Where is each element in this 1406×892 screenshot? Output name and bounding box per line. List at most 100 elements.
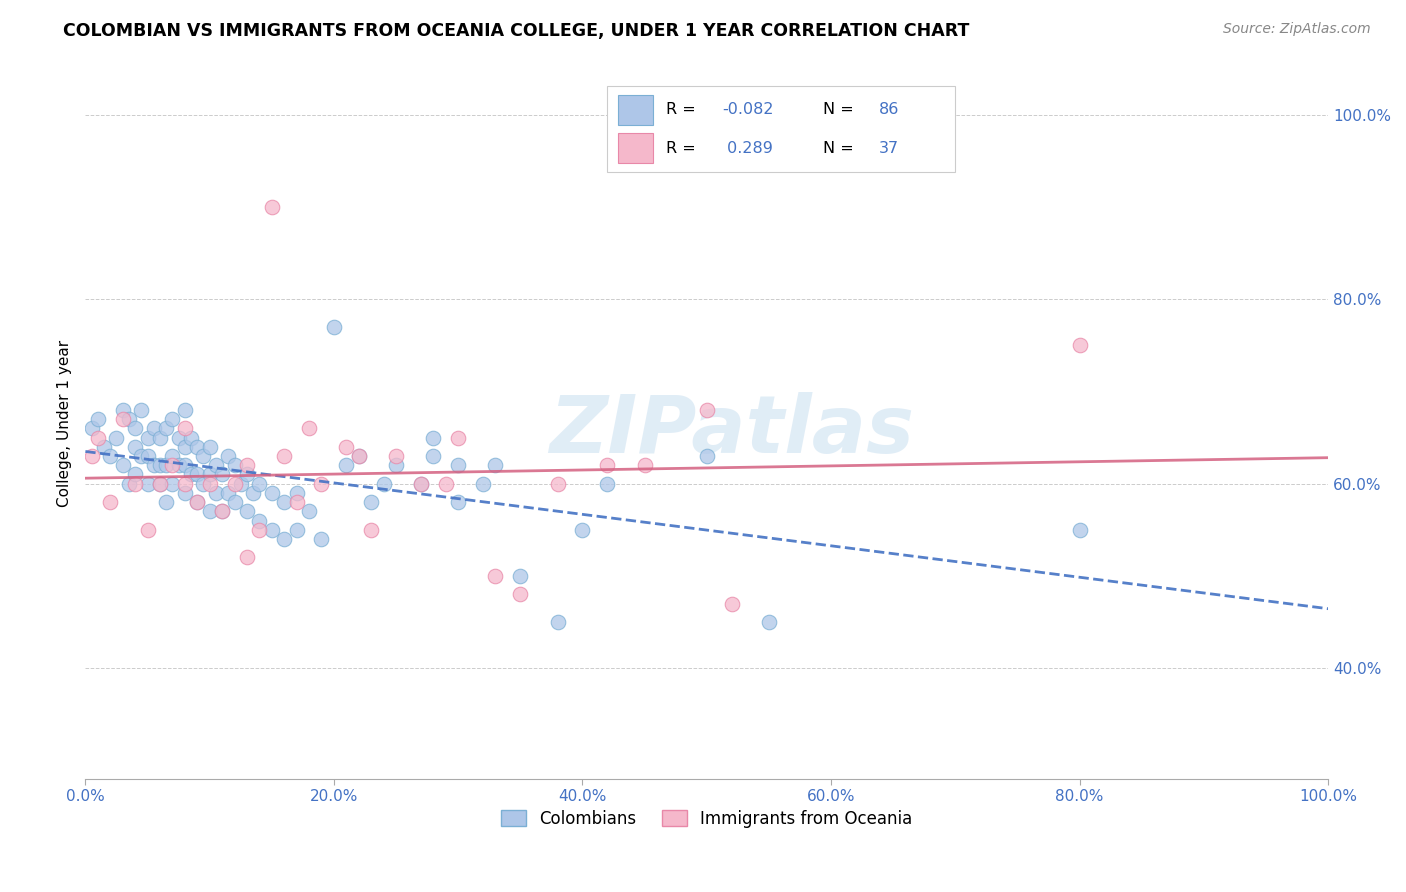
Point bbox=[298, 504, 321, 518]
Point bbox=[260, 200, 283, 214]
Point bbox=[180, 431, 202, 445]
Point bbox=[211, 467, 233, 482]
Point bbox=[124, 440, 146, 454]
Point bbox=[180, 467, 202, 482]
Text: ZIPatlas: ZIPatlas bbox=[550, 392, 914, 470]
Point bbox=[229, 476, 252, 491]
Point bbox=[347, 449, 370, 463]
Point bbox=[155, 495, 177, 509]
Point bbox=[173, 403, 195, 417]
Point bbox=[360, 495, 382, 509]
Point bbox=[447, 431, 470, 445]
Point bbox=[136, 449, 159, 463]
Point bbox=[162, 458, 184, 473]
Point bbox=[186, 440, 208, 454]
Point bbox=[111, 403, 134, 417]
Point bbox=[236, 458, 259, 473]
Point bbox=[87, 412, 110, 426]
Point bbox=[93, 440, 115, 454]
Point bbox=[193, 476, 215, 491]
Text: Source: ZipAtlas.com: Source: ZipAtlas.com bbox=[1223, 22, 1371, 37]
Point bbox=[98, 449, 121, 463]
Point bbox=[193, 449, 215, 463]
Point bbox=[236, 504, 259, 518]
Point bbox=[186, 467, 208, 482]
Point bbox=[385, 449, 408, 463]
Point bbox=[142, 458, 165, 473]
Point bbox=[633, 458, 655, 473]
Point bbox=[758, 615, 780, 629]
Point bbox=[236, 550, 259, 565]
Point bbox=[129, 403, 152, 417]
Point bbox=[373, 476, 395, 491]
Point bbox=[236, 467, 259, 482]
Point bbox=[323, 319, 346, 334]
Point bbox=[1069, 338, 1091, 352]
Point bbox=[167, 431, 190, 445]
Point bbox=[198, 504, 221, 518]
Point bbox=[360, 523, 382, 537]
Point bbox=[173, 440, 195, 454]
Point bbox=[80, 421, 103, 435]
Point bbox=[155, 458, 177, 473]
Point bbox=[173, 476, 195, 491]
Point bbox=[211, 504, 233, 518]
Point bbox=[260, 523, 283, 537]
Point bbox=[162, 476, 184, 491]
Point bbox=[198, 440, 221, 454]
Point bbox=[105, 431, 128, 445]
Point bbox=[118, 412, 141, 426]
Point bbox=[149, 431, 172, 445]
Point bbox=[696, 449, 718, 463]
Point bbox=[273, 495, 295, 509]
Point bbox=[347, 449, 370, 463]
Point bbox=[124, 421, 146, 435]
Point bbox=[124, 467, 146, 482]
Point bbox=[142, 421, 165, 435]
Point bbox=[98, 495, 121, 509]
Point bbox=[111, 458, 134, 473]
Point bbox=[422, 431, 444, 445]
Point bbox=[217, 486, 239, 500]
Point bbox=[696, 403, 718, 417]
Point bbox=[571, 523, 593, 537]
Point bbox=[162, 449, 184, 463]
Point bbox=[224, 476, 246, 491]
Point bbox=[186, 495, 208, 509]
Point bbox=[311, 476, 333, 491]
Point bbox=[224, 495, 246, 509]
Legend: Colombians, Immigrants from Oceania: Colombians, Immigrants from Oceania bbox=[495, 803, 920, 835]
Point bbox=[205, 458, 228, 473]
Point bbox=[285, 523, 308, 537]
Point bbox=[136, 431, 159, 445]
Point bbox=[596, 458, 619, 473]
Point bbox=[509, 587, 531, 601]
Point bbox=[149, 476, 172, 491]
Point bbox=[211, 504, 233, 518]
Point bbox=[173, 486, 195, 500]
Point bbox=[1069, 523, 1091, 537]
Point bbox=[596, 476, 619, 491]
Point bbox=[167, 458, 190, 473]
Point bbox=[472, 476, 495, 491]
Point bbox=[484, 458, 506, 473]
Point bbox=[409, 476, 432, 491]
Point bbox=[484, 569, 506, 583]
Point bbox=[186, 495, 208, 509]
Point bbox=[247, 523, 270, 537]
Point bbox=[409, 476, 432, 491]
Point bbox=[447, 495, 470, 509]
Point bbox=[298, 421, 321, 435]
Point bbox=[285, 486, 308, 500]
Point bbox=[198, 476, 221, 491]
Point bbox=[224, 458, 246, 473]
Point bbox=[434, 476, 457, 491]
Point bbox=[205, 486, 228, 500]
Point bbox=[385, 458, 408, 473]
Point bbox=[509, 569, 531, 583]
Point bbox=[124, 476, 146, 491]
Point bbox=[162, 412, 184, 426]
Y-axis label: College, Under 1 year: College, Under 1 year bbox=[58, 340, 72, 508]
Point bbox=[149, 458, 172, 473]
Point bbox=[87, 431, 110, 445]
